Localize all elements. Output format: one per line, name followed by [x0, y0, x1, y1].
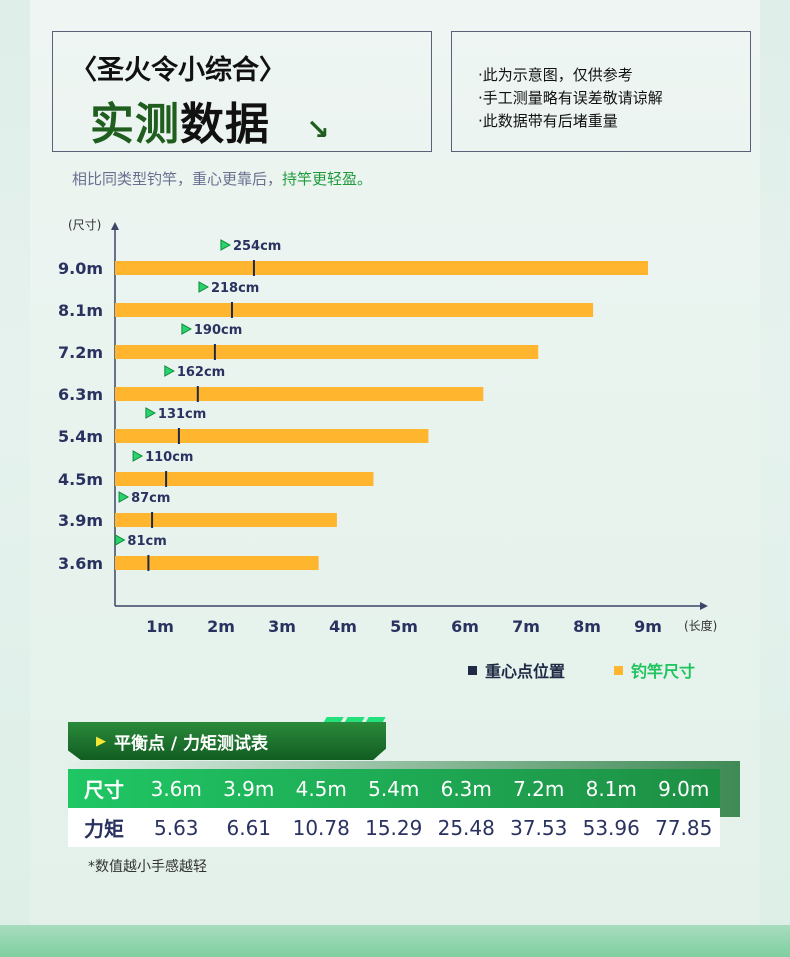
- cg-data-label: 162cm: [177, 365, 225, 380]
- y-tick-label: 9.0m: [58, 259, 103, 278]
- y-tick-label: 6.3m: [58, 385, 103, 404]
- rod-length-bar: [115, 387, 484, 401]
- subtitle-plain: 相比同类型钓竿，重心更靠后，: [72, 170, 283, 188]
- table-cell: 6.61: [226, 815, 272, 840]
- arrow-down-right-icon: ↘: [306, 113, 330, 146]
- rod-length-bar: [115, 513, 337, 527]
- play-icon: ▶: [96, 733, 106, 749]
- table-cell: 5.63: [153, 815, 199, 840]
- play-icon: [118, 491, 130, 503]
- table-row-size: 尺寸 3.6m 3.9m 4.5m 5.4m 6.3m 7.2m 8.1m 9.0m: [68, 769, 720, 808]
- rod-length-bar: [115, 261, 648, 275]
- table-cell: 3.9m: [223, 776, 275, 801]
- notes-frame: [451, 31, 751, 152]
- subtitle-highlight: 持竿更轻盈。: [282, 170, 373, 188]
- y-axis-label: (尺寸): [68, 218, 101, 232]
- table-cell: 25.48: [437, 815, 495, 840]
- play-icon: [198, 281, 210, 293]
- row-header: 尺寸: [84, 778, 124, 802]
- rod-length-bar: [115, 429, 429, 443]
- note: ·此为示意图，仅供参考: [478, 66, 633, 84]
- notes-list: ·此为示意图，仅供参考 ·手工测量略有误差敬请谅解 ·此数据带有后堵重量: [478, 64, 663, 133]
- cg-data-label: 254cm: [233, 239, 281, 254]
- y-tick-label: 4.5m: [58, 470, 103, 489]
- x-axis-arrow: [700, 602, 708, 610]
- table-cell: 3.6m: [150, 776, 202, 801]
- x-tick-label: 2m: [207, 617, 235, 636]
- page-title: 实测数据: [90, 88, 270, 152]
- x-tick-label: 3m: [268, 617, 296, 636]
- y-tick-label: 5.4m: [58, 427, 103, 446]
- play-icon: [164, 365, 175, 377]
- rod-length-bar: [115, 345, 539, 359]
- legend-label: 钓竿尺寸: [631, 662, 696, 681]
- table-cell: 5.4m: [368, 776, 420, 801]
- play-icon: [181, 323, 192, 335]
- table-title: ▶ 平衡点 / 力矩测试表: [68, 722, 386, 760]
- footnote: *数值越小手感越轻: [88, 859, 207, 875]
- cg-data-label: 190cm: [194, 323, 242, 338]
- x-tick-label: 9m: [634, 617, 662, 636]
- legend-label: 重心点位置: [485, 662, 566, 681]
- play-icon: [132, 450, 144, 462]
- table-row-moment: 力矩 5.63 6.61 10.78 15.29 25.48 37.53 53.96 77.85: [68, 808, 720, 847]
- y-tick-label: 3.9m: [58, 511, 103, 530]
- legend-item-cg: 重心点位置: [468, 658, 565, 682]
- legend-swatch: [614, 665, 623, 675]
- table-cell: 53.96: [582, 815, 640, 840]
- cg-data-label: 110cm: [145, 450, 193, 465]
- cg-data-label: 218cm: [211, 281, 259, 296]
- y-tick-label: 8.1m: [58, 301, 103, 320]
- x-tick-label: 7m: [512, 617, 540, 636]
- cg-data-label: 131cm: [158, 407, 206, 422]
- table-cell: 7.2m: [513, 776, 565, 801]
- brand-title: 〈圣火令小综合〉: [70, 55, 286, 86]
- x-tick-label: 5m: [390, 617, 418, 636]
- rod-length-bar: [115, 472, 374, 486]
- play-icon: [114, 534, 126, 546]
- table-cell: 10.78: [292, 815, 350, 840]
- play-icon: [145, 407, 156, 419]
- x-tick-label: 1m: [146, 617, 174, 636]
- note: ·手工测量略有误差敬请谅解: [478, 89, 663, 107]
- play-icon: [220, 239, 231, 251]
- title-black: 数据: [180, 99, 270, 150]
- row-header: 力矩: [84, 817, 124, 841]
- legend-swatch: [468, 665, 477, 675]
- table-cell: 6.3m: [440, 776, 492, 801]
- y-axis-arrow: [111, 222, 119, 230]
- table-cell: 4.5m: [295, 776, 347, 801]
- y-tick-label: 7.2m: [58, 343, 103, 362]
- x-tick-label: 6m: [451, 617, 479, 636]
- y-tick-label: 3.6m: [58, 554, 103, 573]
- note: ·此数据带有后堵重量: [478, 112, 618, 130]
- rod-length-bar: [115, 556, 319, 570]
- table-cell: 15.29: [365, 815, 423, 840]
- bottom-band: [0, 925, 790, 957]
- title-green: 实测: [90, 99, 180, 150]
- legend-item-rod: 钓竿尺寸: [614, 658, 695, 682]
- cg-data-label: 87cm: [131, 491, 170, 506]
- title-frame: [52, 31, 432, 152]
- x-axis-label: (长度): [684, 618, 717, 633]
- x-tick-label: 4m: [329, 617, 357, 636]
- table-cell: 77.85: [655, 815, 713, 840]
- table-cell: 8.1m: [585, 776, 637, 801]
- table-cell: 9.0m: [658, 776, 710, 801]
- cg-data-label: 81cm: [127, 534, 166, 549]
- table-cell: 37.53: [510, 815, 568, 840]
- table-title-text: 平衡点 / 力矩测试表: [114, 733, 269, 754]
- subtitle: 相比同类型钓竿，重心更靠后，持竿更轻盈。: [72, 168, 372, 189]
- rod-length-bar: [115, 303, 594, 317]
- x-tick-label: 8m: [573, 617, 601, 636]
